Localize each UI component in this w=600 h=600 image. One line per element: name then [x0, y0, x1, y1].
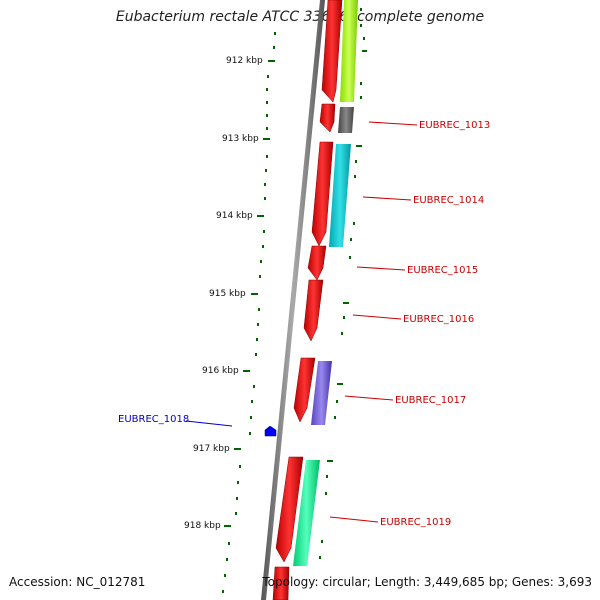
- gene-label-eubrec-1014[interactable]: EUBREC_1014: [413, 195, 484, 206]
- scale-tick: 918 kbp: [184, 521, 231, 531]
- svg-text:913 kbp: 913 kbp: [222, 134, 259, 144]
- cog-block[interactable]: [329, 144, 351, 247]
- gene-labels: EUBREC_1013 EUBREC_1014 EUBREC_1015 EUBR…: [118, 120, 490, 528]
- gene-arrow-eubrec-1013[interactable]: [319, 103, 336, 133]
- gene-arrow[interactable]: [321, 0, 343, 103]
- inner-track: [319, 8, 367, 559]
- page-title: Eubacterium rectale ATCC 33656, complete…: [115, 9, 485, 25]
- scale-tick: 916 kbp: [202, 366, 250, 376]
- gene-arrow-eubrec-1018[interactable]: [264, 425, 277, 437]
- gene-label-eubrec-1018[interactable]: EUBREC_1018: [118, 414, 189, 425]
- gene-label-eubrec-1013[interactable]: EUBREC_1013: [419, 120, 490, 131]
- forward-strand-genes: [272, 0, 343, 600]
- svg-text:918 kbp: 918 kbp: [184, 521, 221, 531]
- scale-tick: 915 kbp: [209, 289, 258, 299]
- gene-arrow-eubrec-1019[interactable]: [275, 456, 304, 563]
- gene-arrow-eubrec-1014[interactable]: [311, 141, 334, 247]
- cog-blocks: [293, 0, 358, 566]
- gene-label-eubrec-1017[interactable]: EUBREC_1017: [395, 395, 466, 406]
- cog-block[interactable]: [338, 107, 354, 133]
- scale-ticks: 912 kbp 913 kbp 914 kbp 915 kbp 916 kbp …: [184, 56, 275, 531]
- svg-text:914 kbp: 914 kbp: [216, 211, 253, 221]
- svg-text:916 kbp: 916 kbp: [202, 366, 239, 376]
- genome-backbone: [261, 0, 325, 600]
- scale-tick: 914 kbp: [216, 211, 264, 221]
- cog-block[interactable]: [311, 361, 332, 425]
- scale-tick: 917 kbp: [193, 444, 241, 454]
- gene-arrow-eubrec-1017[interactable]: [293, 357, 316, 423]
- gene-label-eubrec-1015[interactable]: EUBREC_1015: [407, 265, 478, 276]
- gene-arrow[interactable]: [272, 566, 290, 600]
- cog-block[interactable]: [293, 460, 320, 566]
- genome-summary-text: Topology: circular; Length: 3,449,685 bp…: [262, 575, 592, 589]
- gene-label-eubrec-1019[interactable]: EUBREC_1019: [380, 517, 451, 528]
- callout-lines: [185, 121, 418, 523]
- scale-tick: 912 kbp: [226, 56, 275, 66]
- cog-block[interactable]: [340, 0, 358, 102]
- gene-arrow-eubrec-1015[interactable]: [307, 245, 327, 281]
- scale-track: [222, 32, 276, 593]
- svg-text:917 kbp: 917 kbp: [193, 444, 230, 454]
- svg-text:915 kbp: 915 kbp: [209, 289, 246, 299]
- accession-text: Accession: NC_012781: [9, 575, 146, 589]
- scale-tick: 913 kbp: [222, 134, 270, 144]
- gene-arrow-eubrec-1016[interactable]: [303, 279, 324, 342]
- svg-text:912 kbp: 912 kbp: [226, 56, 263, 66]
- gene-label-eubrec-1016[interactable]: EUBREC_1016: [403, 314, 474, 325]
